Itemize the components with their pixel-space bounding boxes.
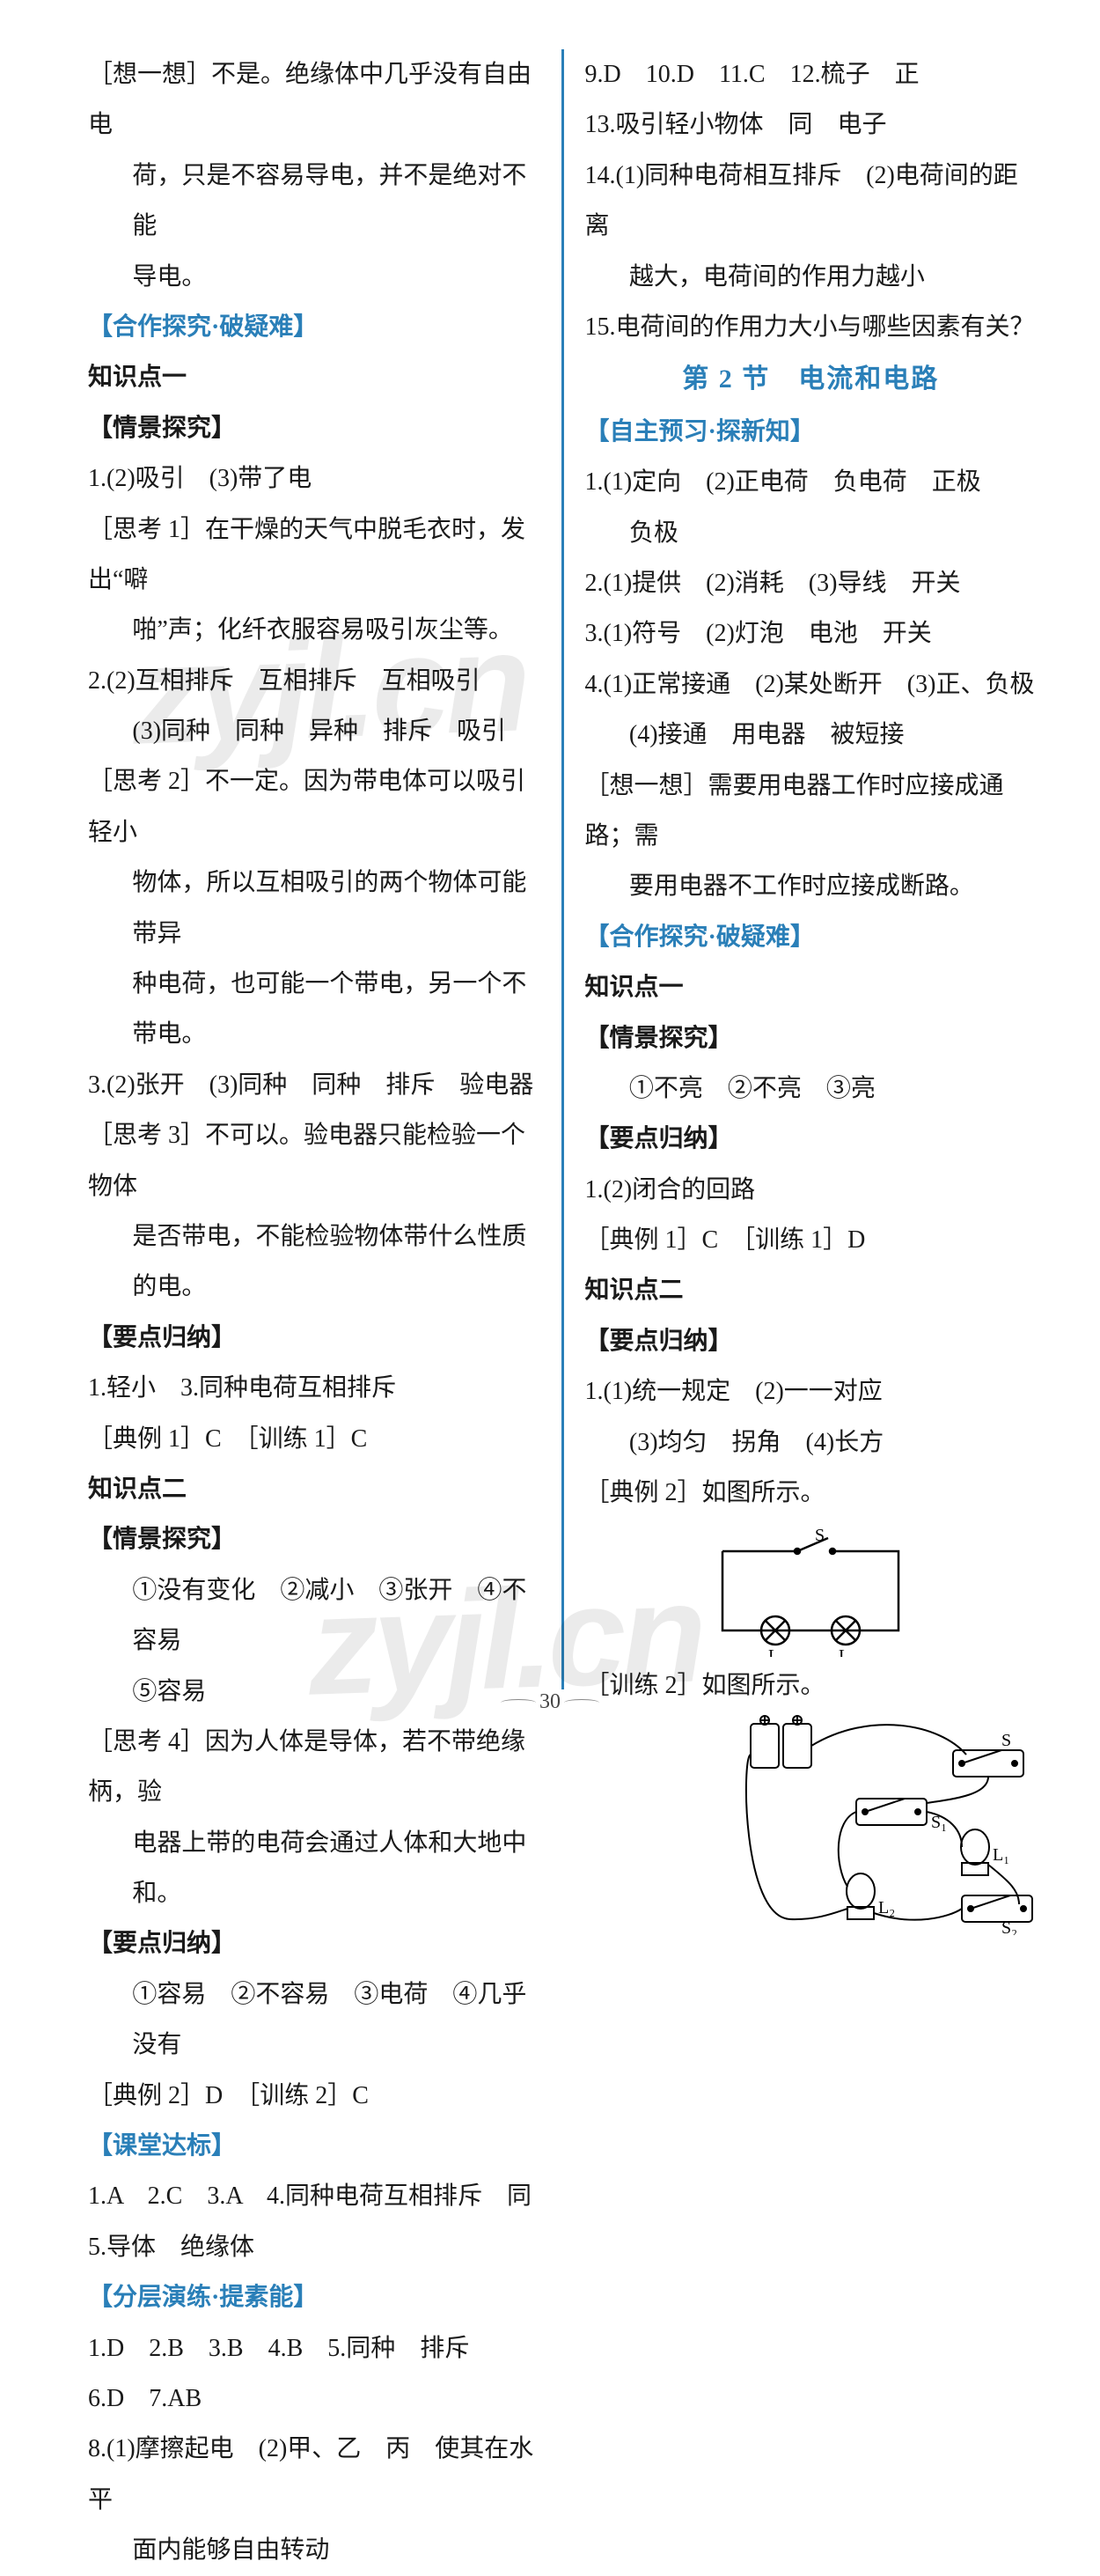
text-line: ［训练 2］如图所示。 xyxy=(585,1660,1038,1711)
chapter-title: 第 2 节 电流和电路 xyxy=(585,352,1038,407)
text-line: 5.导体 绝缘体 xyxy=(88,2222,540,2272)
text-line: ［思考 4］因为人体是导体，若不带绝缘柄，验 xyxy=(88,1717,540,1818)
text-line: ［典例 2］如图所示。 xyxy=(585,1468,1038,1518)
subheading: 【情景探究】 xyxy=(88,403,540,453)
subheading: 知识点二 xyxy=(585,1265,1038,1315)
subheading: 【要点归纳】 xyxy=(88,1918,540,1969)
left-column: ［想一想］不是。绝缘体中几乎没有自由电 荷，只是不容易导电，并不是绝对不能 导电… xyxy=(88,49,561,1689)
text-line: 面内能够自由转动 xyxy=(88,2525,540,2575)
text-line: 14.(1)同种电荷相互排斥 (2)电荷间的距离 xyxy=(585,151,1038,252)
text-line: 是否带电，不能检验物体带什么性质的电。 xyxy=(88,1211,540,1313)
page-number: 30 xyxy=(501,1690,599,1714)
subheading: 【要点归纳】 xyxy=(88,1313,540,1363)
text-line: 荷，只是不容易导电，并不是绝对不能 xyxy=(88,151,540,252)
text-line: 电器上带的电荷会通过人体和大地中和。 xyxy=(88,1818,540,1919)
text-line: 要用电器不工作时应接成断路。 xyxy=(585,861,1038,911)
text-line: 1.A 2.C 3.A 4.同种电荷互相排斥 同 xyxy=(88,2171,540,2221)
text-line: 1.(2)闭合的回路 xyxy=(585,1165,1038,1215)
text-line: 物体，所以互相吸引的两个物体可能带异 xyxy=(88,857,540,959)
page: zyjl.cn zyjl.cn ［想一想］不是。绝缘体中几乎没有自由电 荷，只是… xyxy=(0,0,1100,1725)
subheading: 【情景探究】 xyxy=(585,1013,1038,1064)
text-line: 1.(1)定向 (2)正电荷 负电荷 正极 xyxy=(585,457,1038,507)
text-line: ［思考 2］不一定。因为带电体可以吸引轻小 xyxy=(88,756,540,857)
text-line: (4)接通 用电器 被短接 xyxy=(585,710,1038,760)
section-heading: 【合作探究·破疑难】 xyxy=(585,912,1038,962)
subheading: 知识点一 xyxy=(88,352,540,402)
subheading: 知识点二 xyxy=(88,1464,540,1514)
text-line: ［想一想］不是。绝缘体中几乎没有自由电 xyxy=(88,49,540,151)
circuit1-switch-label: S xyxy=(815,1526,825,1545)
text-line: 1.轻小 3.同种电荷互相排斥 xyxy=(88,1363,540,1413)
circuit1-l2-label: L₂ xyxy=(839,1646,855,1657)
text-line: ①没有变化 ②减小 ③张开 ④不容易 xyxy=(88,1565,540,1667)
page-number-value: 30 xyxy=(539,1690,561,1714)
text-line: ［典例 2］D ［训练 2］C xyxy=(88,2071,540,2121)
flourish-left-icon xyxy=(501,1699,536,1706)
section-heading: 【自主预习·探新知】 xyxy=(585,407,1038,457)
text-line: 越大，电荷间的作用力越小 xyxy=(585,252,1038,302)
subheading: 【要点归纳】 xyxy=(585,1114,1038,1164)
text-line: 1.D 2.B 3.B 4.B 5.同种 排斥 xyxy=(88,2323,540,2374)
section-heading: 【分层演练·提素能】 xyxy=(88,2272,540,2322)
text-line: ⑤容易 xyxy=(88,1667,540,1717)
flourish-right-icon xyxy=(564,1699,599,1706)
section-heading: 【课堂达标】 xyxy=(88,2121,540,2171)
text-line: 负极 xyxy=(585,508,1038,558)
text-line: ［想一想］需要用电器工作时应接成通路；需 xyxy=(585,761,1038,862)
circuit-diagram-2: S S₁ S₂ L₁ L₂ xyxy=(737,1715,1037,1935)
text-line: ［思考 3］不可以。验电器只能检验一个物体 xyxy=(88,1110,540,1211)
text-line: (3)均匀 拐角 (4)长方 xyxy=(585,1417,1038,1468)
circuit2-s-label: S xyxy=(1001,1731,1011,1750)
subheading: 【要点归纳】 xyxy=(585,1316,1038,1366)
text-line: ［思考 1］在干燥的天气中脱毛衣时，发出“噼 xyxy=(88,504,540,606)
circuit2-l1-label: L₁ xyxy=(993,1845,1009,1865)
section-heading: 【合作探究·破疑难】 xyxy=(88,302,540,352)
right-column: 9.D 10.D 11.C 12.梳子 正 13.吸引轻小物体 同 电子 14.… xyxy=(564,49,1038,1689)
circuit1-l1-label: L₁ xyxy=(768,1646,785,1657)
text-line: ①不亮 ②不亮 ③亮 xyxy=(585,1064,1038,1114)
circuit-diagram-1: S L₁ L₂ xyxy=(696,1525,925,1657)
text-line: 2.(2)互相排斥 互相排斥 互相吸引 xyxy=(88,656,540,706)
text-line: 13.吸引轻小物体 同 电子 xyxy=(585,99,1038,150)
text-line: 15.电荷间的作用力大小与哪些因素有关？ xyxy=(585,302,1038,352)
text-line: 9.D 10.D 11.C 12.梳子 正 xyxy=(585,49,1038,99)
text-line: 1.(2)吸引 (3)带了电 xyxy=(88,453,540,504)
text-line: ［典例 1］C ［训练 1］D xyxy=(585,1215,1038,1265)
text-line: 导电。 xyxy=(88,252,540,302)
subheading: 【情景探究】 xyxy=(88,1514,540,1564)
text-line: 种电荷，也可能一个带电，另一个不带电。 xyxy=(88,959,540,1060)
text-line: ［典例 1］C ［训练 1］C xyxy=(88,1414,540,1464)
text-line: 啪”声；化纤衣服容易吸引灰尘等。 xyxy=(88,605,540,655)
circuit2-l2-label: L₂ xyxy=(878,1898,895,1917)
text-line: 2.(1)提供 (2)消耗 (3)导线 开关 xyxy=(585,558,1038,608)
circuit2-s2-label: S₂ xyxy=(1001,1918,1017,1935)
text-line: 1.(1)统一规定 (2)一一对应 xyxy=(585,1366,1038,1417)
text-line: (3)同种 同种 异种 排斥 吸引 xyxy=(88,706,540,756)
text-line: 6.D 7.AB xyxy=(88,2374,540,2424)
circuit2-s1-label: S₁ xyxy=(931,1813,947,1832)
subheading: 知识点一 xyxy=(585,962,1038,1012)
text-line: 8.(1)摩擦起电 (2)甲、乙 丙 使其在水平 xyxy=(88,2424,540,2525)
text-line: ①容易 ②不容易 ③电荷 ④几乎没有 xyxy=(88,1969,540,2071)
text-line: 3.(1)符号 (2)灯泡 电池 开关 xyxy=(585,608,1038,659)
text-line: 3.(2)张开 (3)同种 同种 排斥 验电器 xyxy=(88,1060,540,1110)
text-line: 4.(1)正常接通 (2)某处断开 (3)正、负极 xyxy=(585,659,1038,710)
